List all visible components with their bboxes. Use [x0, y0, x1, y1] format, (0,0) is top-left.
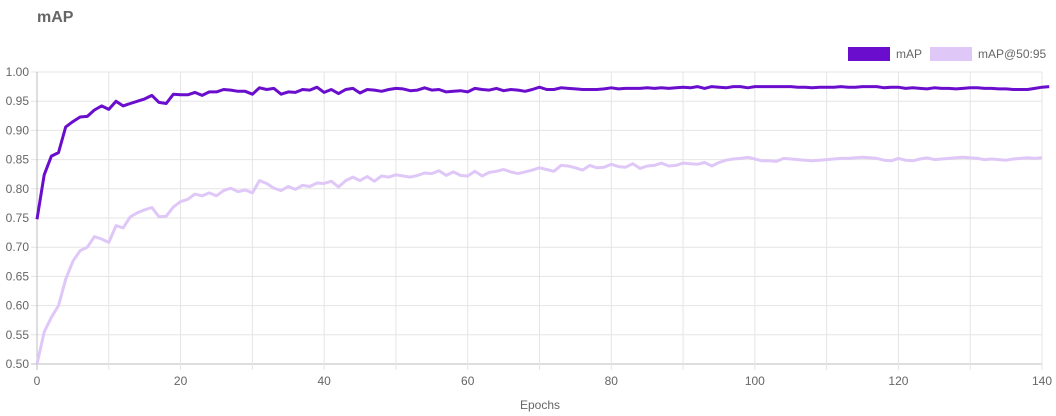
x-tick-label: 140 — [1032, 374, 1052, 388]
legend-item[interactable]: mAP — [848, 47, 922, 61]
y-tick-label: 0.65 — [6, 269, 30, 283]
y-tick-label: 0.55 — [6, 328, 30, 342]
x-axis-title: Epochs — [520, 398, 560, 412]
legend-swatch — [848, 47, 890, 61]
y-tick-label: 0.85 — [6, 153, 30, 167]
x-tick-label: 40 — [317, 374, 331, 388]
x-tick-label: 80 — [605, 374, 619, 388]
y-tick-label: 0.70 — [6, 240, 30, 254]
y-tick-label: 0.95 — [6, 94, 30, 108]
x-tick-label: 60 — [461, 374, 475, 388]
y-tick-label: 0.60 — [6, 299, 30, 313]
x-axis-ticks: 0 20 40 60 80 100 120 140 — [34, 374, 1053, 388]
y-tick-label: 1.00 — [6, 65, 30, 79]
legend-label: mAP — [896, 47, 922, 61]
grid-lines — [31, 72, 1042, 370]
series-lines — [37, 87, 1049, 364]
legend-swatch — [930, 47, 972, 61]
x-tick-label: 100 — [745, 374, 765, 388]
y-axis-ticks: 0.50 0.55 0.60 0.65 0.70 0.75 0.80 0.85 0.90 0.95… — [6, 65, 30, 371]
y-tick-label: 0.80 — [6, 182, 30, 196]
x-tick-label: 0 — [34, 374, 41, 388]
x-tick-label: 20 — [174, 374, 188, 388]
y-tick-label: 0.90 — [6, 123, 30, 137]
y-tick-label: 0.50 — [6, 357, 30, 371]
legend-label: mAP@50:95 — [978, 47, 1047, 61]
legend-item[interactable]: mAP@50:95 — [930, 47, 1047, 61]
legend[interactable]: mAP mAP@50:95 — [848, 47, 1047, 61]
y-tick-label: 0.75 — [6, 211, 30, 225]
x-tick-label: 120 — [888, 374, 908, 388]
